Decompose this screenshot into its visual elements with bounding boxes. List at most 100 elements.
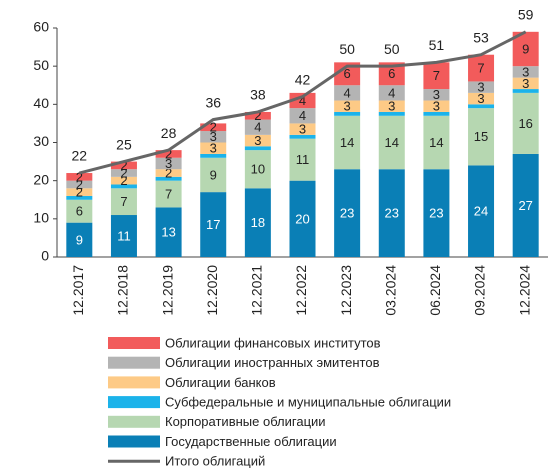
- y-tick-label: 60: [33, 19, 49, 35]
- data-label: 3: [477, 80, 484, 95]
- data-label: 6: [76, 204, 83, 219]
- data-label: 3: [388, 99, 395, 114]
- bar-segment: [378, 111, 405, 116]
- total-label: 38: [250, 87, 266, 103]
- x-tick-label: 12.2020: [204, 265, 220, 316]
- x-tick-label: 12.2018: [115, 265, 131, 316]
- data-label: 2: [76, 177, 83, 192]
- bar-segment: [289, 134, 316, 139]
- data-label: 3: [210, 141, 217, 156]
- bar-segment: [378, 62, 405, 86]
- bar-segment: [200, 142, 227, 154]
- bar-segment: [468, 81, 495, 93]
- bar-segment: [423, 115, 450, 170]
- bar-segment: [334, 115, 361, 170]
- legend-label: Облигации банков: [165, 375, 276, 390]
- data-label: 2: [120, 165, 127, 180]
- data-label: 3: [344, 99, 351, 114]
- bar-segment: [334, 100, 361, 112]
- data-label: 4: [388, 85, 395, 100]
- data-label: 7: [165, 186, 172, 201]
- data-label: 6: [388, 66, 395, 81]
- bar-segment: [110, 188, 137, 216]
- total-line: [78, 30, 527, 175]
- y-tick-label: 10: [33, 210, 49, 226]
- data-label: 23: [385, 206, 399, 221]
- data-label: 2: [254, 108, 261, 123]
- data-label: 2: [120, 158, 127, 173]
- bar-segment: [512, 92, 539, 154]
- bar-segment: [200, 192, 227, 257]
- bar-segment: [423, 100, 450, 112]
- legend-label: Корпоративные облигации: [165, 414, 326, 429]
- data-label: 10: [251, 162, 265, 177]
- legend-swatch: [108, 337, 160, 349]
- x-tick-label: 12.2022: [293, 265, 309, 316]
- bar-segment: [66, 222, 93, 257]
- bar-segment: [378, 100, 405, 112]
- bar-segment: [289, 92, 316, 109]
- total-label: 53: [473, 29, 489, 45]
- data-label: 20: [295, 211, 309, 226]
- data-label: 3: [165, 156, 172, 171]
- data-label: 3: [522, 76, 529, 91]
- legend-swatch: [108, 376, 160, 389]
- bar-segment: [468, 108, 495, 166]
- bar-segment: [200, 131, 227, 143]
- bar-segment: [110, 215, 137, 257]
- total-label: 28: [161, 125, 177, 141]
- bar-segment: [468, 92, 495, 105]
- data-label: 2: [165, 146, 172, 161]
- data-label: 2: [120, 173, 127, 188]
- bar-segment: [155, 176, 182, 181]
- bar-segment: [110, 184, 137, 189]
- bar-segment: [244, 150, 271, 189]
- data-label: 3: [433, 87, 440, 102]
- bar-segment: [423, 89, 450, 101]
- bar-segment: [155, 157, 182, 170]
- y-tick-label: 30: [33, 133, 49, 149]
- total-label: 25: [116, 136, 132, 152]
- data-label: 13: [161, 225, 175, 240]
- data-label: 4: [299, 93, 306, 108]
- data-label: 3: [299, 122, 306, 137]
- data-label: 3: [210, 129, 217, 144]
- bar-segment: [155, 169, 182, 177]
- bar-segment: [423, 62, 450, 90]
- bar-segment: [110, 176, 137, 185]
- legend-swatch: [108, 396, 160, 409]
- bar-segment: [468, 104, 495, 109]
- data-label: 9: [522, 41, 529, 56]
- data-label: 14: [429, 135, 443, 150]
- bar-segment: [334, 62, 361, 86]
- data-label: 7: [120, 194, 127, 209]
- data-label: 4: [299, 108, 306, 123]
- data-label: 11: [117, 228, 131, 243]
- bar-segment: [200, 153, 227, 158]
- data-label: 14: [385, 135, 399, 150]
- data-label: 23: [429, 206, 443, 221]
- data-label: 14: [340, 135, 354, 150]
- bar-segment: [155, 180, 182, 208]
- total-label: 22: [72, 148, 88, 164]
- data-label: 2: [76, 169, 83, 184]
- bar-segment: [66, 188, 93, 196]
- bar-segment: [378, 115, 405, 170]
- data-label: 9: [210, 167, 217, 182]
- x-tick-label: 12.2021: [249, 265, 265, 316]
- x-tick-label: 12.2017: [70, 265, 86, 316]
- bar-segment: [110, 169, 137, 177]
- bar-segment: [155, 150, 182, 158]
- bar-segment: [512, 66, 539, 78]
- data-label: 3: [433, 99, 440, 114]
- x-tick-label: 12.2023: [338, 265, 354, 316]
- bar-segment: [66, 195, 93, 200]
- bar-segment: [378, 85, 405, 101]
- bar-segment: [334, 169, 361, 257]
- total-label: 36: [205, 94, 221, 110]
- legend-label: Итого облигаций: [165, 454, 265, 468]
- bar-segment: [244, 188, 271, 257]
- data-label: 9: [76, 232, 83, 247]
- data-label: 4: [254, 120, 261, 135]
